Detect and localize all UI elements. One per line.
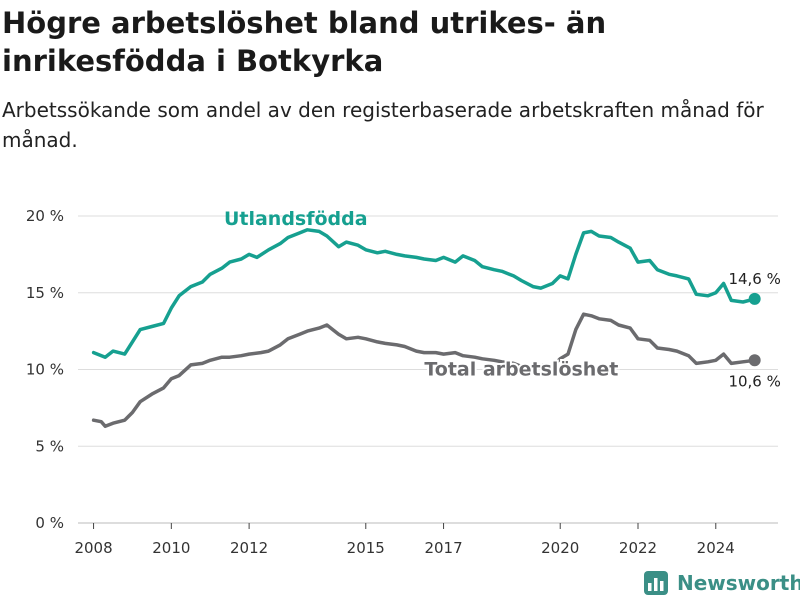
newsworthy-logo: Newsworthy [643, 568, 800, 598]
y-axis-ticks: 0 % 5 % 10 % 15 % 20 % [26, 207, 64, 532]
y-tick-label: 15 % [26, 284, 64, 302]
x-tick-label: 2022 [619, 539, 657, 557]
series-end-point [748, 292, 761, 305]
grid-lines [78, 215, 778, 524]
x-tick-label: 2024 [697, 539, 735, 557]
series-lines [91, 228, 761, 429]
series-label-foreign-born: Utlandsfödda [224, 208, 368, 230]
series-end-point [748, 354, 761, 367]
series-labels: Utlandsfödda Total arbetslöshet 14,6 % 10,6… [224, 208, 781, 390]
end-value-label: 10,6 % [728, 372, 780, 390]
series-label-total: Total arbetslöshet [424, 359, 618, 381]
y-tick-label: 10 % [26, 361, 64, 379]
y-tick-label: 20 % [26, 207, 64, 225]
x-tick-label: 2010 [152, 539, 190, 557]
end-value-label: 14,6 % [728, 270, 780, 288]
x-tick-label: 2017 [424, 539, 462, 557]
y-tick-label: 5 % [35, 437, 64, 455]
chart-title: Högre arbetslöshet bland utrikes- än inr… [2, 6, 607, 78]
x-tick-label: 2012 [230, 539, 268, 557]
x-tick-label: 2020 [541, 539, 579, 557]
x-tick-label: 2008 [74, 539, 112, 557]
series-line-foreign-born [91, 228, 757, 359]
chart-subtitle: Arbetssökande som andel av den registerb… [2, 98, 764, 152]
bar-chart-icon [644, 571, 668, 595]
y-tick-label: 0 % [35, 514, 64, 532]
x-tick-label: 2015 [347, 539, 385, 557]
brand-name: Newsworthy [677, 571, 800, 595]
x-axis-ticks: 2008 2010 2012 2015 2017 2020 2022 2024 [74, 523, 735, 557]
series-line-total [91, 312, 757, 429]
